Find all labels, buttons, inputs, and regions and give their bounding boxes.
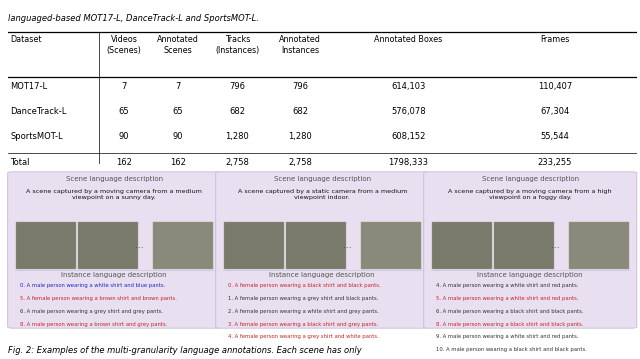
Text: 162: 162	[170, 158, 186, 167]
Text: 614,103: 614,103	[391, 81, 426, 90]
Text: 110,407: 110,407	[538, 81, 572, 90]
Text: 4. A male person wearing a white shirt and red pants.: 4. A male person wearing a white shirt a…	[436, 283, 579, 288]
Text: Annotated Boxes: Annotated Boxes	[374, 35, 442, 44]
Text: 5. A male person wearing a white shirt and red pants.: 5. A male person wearing a white shirt a…	[436, 296, 579, 301]
Text: 5. A female person wearing a brown shirt and brown pants.: 5. A female person wearing a brown shirt…	[20, 296, 177, 301]
FancyBboxPatch shape	[432, 222, 492, 269]
Text: 1,280: 1,280	[225, 132, 249, 141]
Text: Annotated
Scenes: Annotated Scenes	[157, 35, 198, 55]
Text: 1798,333: 1798,333	[388, 158, 428, 167]
Text: Scene language description: Scene language description	[274, 176, 371, 182]
FancyBboxPatch shape	[216, 172, 429, 328]
Text: DanceTrack-L: DanceTrack-L	[10, 107, 67, 116]
Text: 7: 7	[175, 81, 180, 90]
Text: Instance language description: Instance language description	[269, 272, 375, 278]
Text: Annotated
Instances: Annotated Instances	[279, 35, 321, 55]
Text: 67,304: 67,304	[540, 107, 570, 116]
Text: languaged-based MOT17-L, DanceTrack-L and SportsMOT-L.: languaged-based MOT17-L, DanceTrack-L an…	[8, 14, 259, 23]
Text: 8. A male person wearing a black shirt and black pants.: 8. A male person wearing a black shirt a…	[436, 322, 584, 327]
Text: 682: 682	[292, 107, 308, 116]
Text: 90: 90	[172, 132, 183, 141]
Text: 0. A male person wearing a white shirt and blue pants.: 0. A male person wearing a white shirt a…	[20, 283, 166, 288]
Text: 682: 682	[229, 107, 245, 116]
Text: 9. A male person wearing a white shirt and red pants.: 9. A male person wearing a white shirt a…	[436, 335, 579, 340]
Text: A scene captured by a moving camera from a high
viewpoint on a foggy day.: A scene captured by a moving camera from…	[449, 189, 612, 200]
FancyBboxPatch shape	[78, 222, 138, 269]
Text: 162: 162	[116, 158, 132, 167]
Text: ...: ...	[135, 241, 144, 250]
Text: 233,255: 233,255	[538, 158, 572, 167]
Text: 8. A male person wearing a brown shirt and grey pants.: 8. A male person wearing a brown shirt a…	[20, 322, 168, 327]
Text: Fig. 2: Examples of the multi-granularity language annotations. Each scene has o: Fig. 2: Examples of the multi-granularit…	[8, 346, 362, 355]
FancyBboxPatch shape	[286, 222, 346, 269]
Text: 1. A female person wearing a grey shirt and black pants.: 1. A female person wearing a grey shirt …	[228, 296, 379, 301]
Text: Dataset: Dataset	[10, 35, 42, 44]
Text: A scene captured by a moving camera from a medium
viewpoint on a sunny day.: A scene captured by a moving camera from…	[26, 189, 202, 200]
FancyBboxPatch shape	[494, 222, 554, 269]
FancyBboxPatch shape	[361, 222, 420, 269]
Text: 6. A male person wearing a grey shirt and grey pants.: 6. A male person wearing a grey shirt an…	[20, 309, 163, 314]
Text: Scene language description: Scene language description	[66, 176, 163, 182]
FancyBboxPatch shape	[569, 222, 628, 269]
Text: 10. A male person wearing a black shirt and black pants.: 10. A male person wearing a black shirt …	[436, 347, 587, 352]
Text: 65: 65	[172, 107, 183, 116]
FancyBboxPatch shape	[224, 222, 284, 269]
Text: 7: 7	[122, 81, 127, 90]
Text: ...: ...	[551, 241, 560, 250]
FancyBboxPatch shape	[16, 222, 76, 269]
Text: 90: 90	[119, 132, 129, 141]
Text: 608,152: 608,152	[391, 132, 426, 141]
Text: Instance language description: Instance language description	[477, 272, 583, 278]
Text: 2. A female person wearing a white shirt and grey pants.: 2. A female person wearing a white shirt…	[228, 309, 379, 314]
Text: 4. A female person wearing a grey shirt and white pants.: 4. A female person wearing a grey shirt …	[228, 335, 379, 340]
Text: 796: 796	[229, 81, 245, 90]
FancyBboxPatch shape	[424, 172, 637, 328]
FancyBboxPatch shape	[8, 172, 221, 328]
Text: Tracks
(Instances): Tracks (Instances)	[215, 35, 259, 55]
Text: 796: 796	[292, 81, 308, 90]
Text: Frames: Frames	[540, 35, 570, 44]
Text: MOT17-L: MOT17-L	[10, 81, 47, 90]
Text: 6. A male person wearing a black shirt and black pants.: 6. A male person wearing a black shirt a…	[436, 309, 584, 314]
Text: SportsMOT-L: SportsMOT-L	[10, 132, 63, 141]
Text: 2,758: 2,758	[288, 158, 312, 167]
Text: 65: 65	[119, 107, 129, 116]
Text: Scene language description: Scene language description	[482, 176, 579, 182]
Text: 3. A female person wearing a black shirt and grey pants.: 3. A female person wearing a black shirt…	[228, 322, 378, 327]
Text: Total: Total	[10, 158, 29, 167]
Text: Videos
(Scenes): Videos (Scenes)	[107, 35, 141, 55]
Text: 0. A female person wearing a black shirt and black pants.: 0. A female person wearing a black shirt…	[228, 283, 381, 288]
Text: ...: ...	[343, 241, 352, 250]
Text: 1,280: 1,280	[289, 132, 312, 141]
Text: 2,758: 2,758	[225, 158, 249, 167]
Text: A scene captured by a static camera from a medium
viewpoint indoor.: A scene captured by a static camera from…	[237, 189, 407, 200]
FancyBboxPatch shape	[153, 222, 212, 269]
Text: 576,078: 576,078	[391, 107, 426, 116]
Text: 55,544: 55,544	[541, 132, 570, 141]
Text: Instance language description: Instance language description	[61, 272, 167, 278]
